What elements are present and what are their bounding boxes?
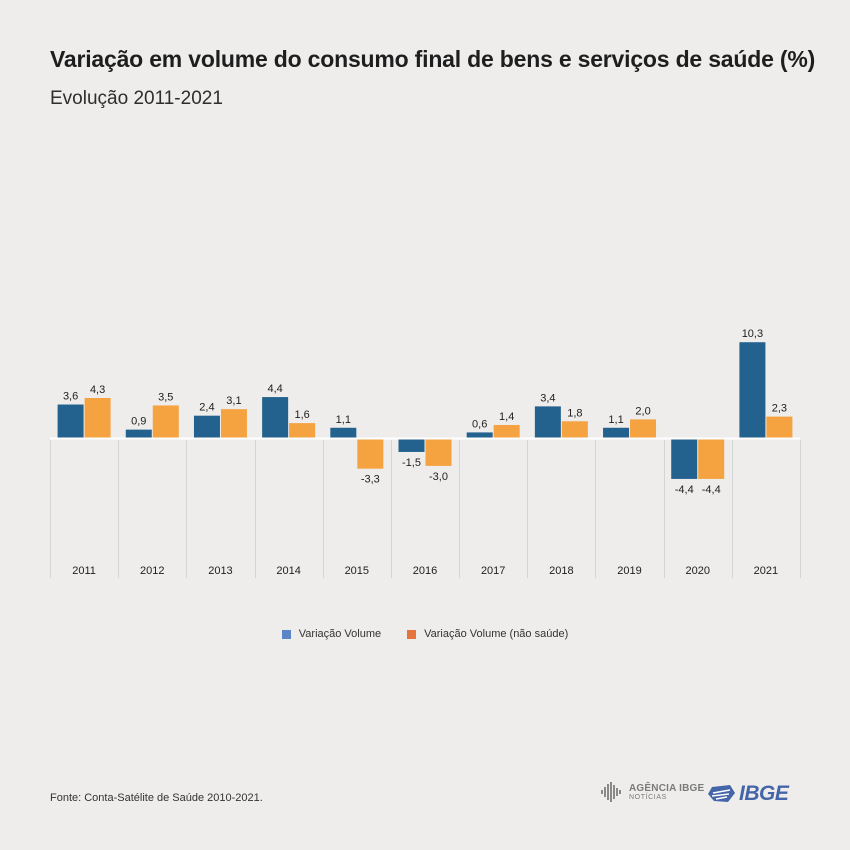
data-label: 0,9	[131, 416, 146, 428]
bar-variacao-volume-nao-saude-2016	[425, 438, 452, 466]
data-label: 3,1	[226, 395, 241, 407]
data-label: 0,6	[472, 418, 487, 430]
x-tick-label: 2021	[754, 565, 778, 577]
x-tick-label: 2017	[481, 565, 505, 577]
bars-logo-icon	[601, 782, 621, 802]
data-label: -3,3	[361, 474, 380, 486]
bar-variacao-volume-2015	[330, 427, 357, 438]
bar-variacao-volume-nao-saude-2019	[630, 419, 657, 438]
bar-variacao-volume-2021	[739, 342, 766, 438]
data-label: 2,4	[199, 402, 214, 414]
x-tick-label: 2020	[685, 565, 709, 577]
bar-variacao-volume-nao-saude-2014	[289, 423, 316, 438]
ibge-logo: IBGE	[708, 782, 789, 806]
legend-item-variacao-volume-nao-saude: Variação Volume (não saúde)	[407, 628, 568, 640]
legend-swatch-variacao-volume	[281, 629, 291, 639]
source-note: Fonte: Conta-Satélite de Saúde 2010-2021…	[50, 792, 263, 804]
bar-variacao-volume-nao-saude-2018	[561, 421, 588, 438]
legend-item-variacao-volume: Variação Volume	[281, 628, 382, 640]
x-tick-label: 2013	[208, 565, 232, 577]
data-label: 1,6	[294, 409, 309, 421]
x-tick-label: 2018	[549, 565, 573, 577]
data-label: 4,4	[267, 383, 282, 395]
bar-variacao-volume-nao-saude-2011	[84, 398, 111, 438]
noticias-logo-text: NOTÍCIAS	[629, 793, 667, 801]
data-label: 1,1	[336, 414, 351, 426]
data-label: -4,4	[675, 484, 694, 496]
data-label: 3,5	[158, 391, 173, 403]
bar-variacao-volume-2013	[193, 415, 220, 438]
bar-variacao-volume-nao-saude-2021	[766, 416, 793, 438]
x-tick-label: 2019	[617, 565, 641, 577]
bar-variacao-volume-nao-saude-2012	[152, 405, 179, 438]
bar-variacao-volume-2017	[466, 432, 493, 438]
data-label: -1,5	[402, 457, 421, 469]
data-label: 1,1	[608, 414, 623, 426]
bar-variacao-volume-2012	[125, 429, 152, 438]
bar-variacao-volume-2016	[398, 438, 425, 452]
chart-subtitle: Evolução 2011-2021	[50, 88, 223, 109]
data-label: 10,3	[742, 328, 763, 340]
legend-label-variacao-volume: Variação Volume	[298, 628, 382, 640]
x-tick-label: 2012	[140, 565, 164, 577]
bar-variacao-volume-2011	[57, 404, 84, 438]
x-tick-label: 2011	[72, 565, 96, 577]
bar-variacao-volume-2014	[262, 397, 289, 438]
ibge-map-icon	[708, 785, 735, 802]
x-tick-label: 2016	[413, 565, 437, 577]
data-label: -4,4	[702, 484, 721, 496]
bar-variacao-volume-nao-saude-2015	[357, 438, 384, 469]
bar-variacao-volume-2020	[671, 438, 698, 479]
x-tick-label: 2015	[345, 565, 369, 577]
legend-label-variacao-volume-nao-saude: Variação Volume (não saúde)	[424, 628, 569, 640]
legend: Variação Volume Variação Volume (não saú…	[0, 628, 850, 640]
data-label: 4,3	[90, 384, 105, 396]
bar-variacao-volume-nao-saude-2017	[493, 424, 520, 438]
agencia-logo-text: AGÊNCIA IBGE	[629, 782, 705, 794]
data-label: 1,4	[499, 411, 514, 423]
legend-swatch-variacao-volume-nao-saude	[407, 629, 417, 639]
bar-variacao-volume-nao-saude-2013	[220, 409, 247, 438]
chart-title: Variação em volume do consumo final de b…	[50, 46, 816, 72]
agencia-ibge-logo: AGÊNCIA IBGE NOTÍCIAS	[601, 782, 704, 802]
data-label: 3,6	[63, 391, 78, 403]
data-label: -3,0	[429, 471, 448, 483]
data-label: 2,3	[772, 403, 787, 415]
ibge-logo-text: IBGE	[739, 782, 789, 805]
data-label: 2,0	[635, 405, 650, 417]
bar-variacao-volume-2018	[534, 406, 561, 438]
x-tick-label: 2014	[276, 565, 300, 577]
data-label: 1,8	[567, 407, 582, 419]
bar-variacao-volume-nao-saude-2020	[698, 438, 725, 479]
bar-variacao-volume-2019	[603, 427, 630, 438]
data-label: 3,4	[540, 392, 555, 404]
